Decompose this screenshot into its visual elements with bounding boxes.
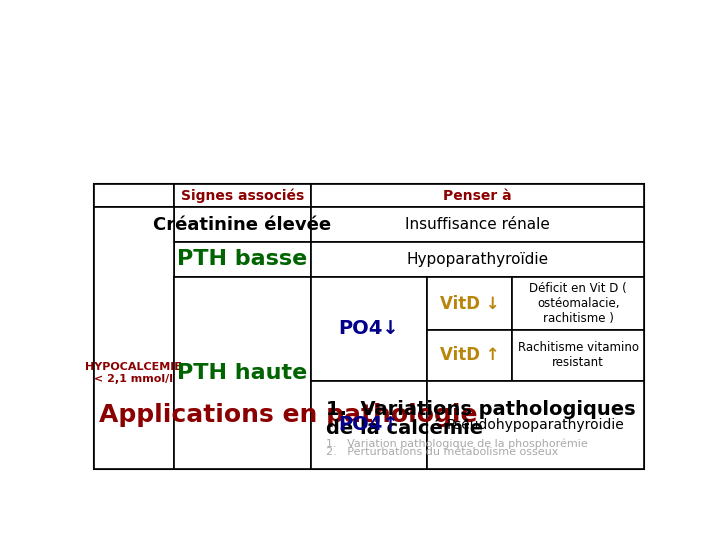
Bar [94, 207, 174, 242]
Bar [94, 207, 174, 469]
Bar [311, 276, 427, 381]
Bar [311, 381, 427, 469]
Bar [427, 330, 513, 381]
Text: Penser à: Penser à [444, 188, 512, 202]
Text: PTH basse: PTH basse [177, 249, 307, 269]
Text: 2.   Perturbations du métabolisme osseux: 2. Perturbations du métabolisme osseux [326, 448, 559, 457]
Bar [513, 276, 644, 330]
Text: PO4↓: PO4↓ [338, 319, 400, 338]
Text: Pseudohypoparathyroidie: Pseudohypoparathyroidie [446, 418, 624, 432]
Bar [311, 184, 644, 207]
Bar [311, 242, 644, 276]
Text: Applications en pathologie: Applications en pathologie [99, 403, 478, 427]
Text: Insuffisance rénale: Insuffisance rénale [405, 217, 550, 232]
Text: Hypoparathyroïdie: Hypoparathyroïdie [406, 252, 549, 267]
Text: de la calcémie: de la calcémie [326, 419, 484, 438]
Text: PTH haute: PTH haute [177, 363, 307, 383]
Bar [94, 184, 174, 207]
Text: VitD ↓: VitD ↓ [440, 294, 500, 313]
Text: HYPOCALCEMIE
< 2,1 mmol/l: HYPOCALCEMIE < 2,1 mmol/l [86, 362, 182, 383]
Bar [311, 207, 644, 242]
Text: Créatinine élevée: Créatinine élevée [153, 215, 331, 234]
Text: Déficit en Vit D (
ostéomalacie,
rachitisme ): Déficit en Vit D ( ostéomalacie, rachiti… [529, 282, 627, 325]
Text: 1.   Variation pathologique de la phosphorémie: 1. Variation pathologique de la phosphor… [326, 438, 588, 449]
Text: 1.  Variations pathologiques: 1. Variations pathologiques [326, 400, 636, 419]
Text: Signes associés: Signes associés [181, 188, 304, 203]
Text: VitD ↑: VitD ↑ [440, 347, 500, 364]
Bar [174, 184, 311, 207]
Text: Rachitisme vitamino
resistant: Rachitisme vitamino resistant [518, 341, 639, 369]
Text: PO4↑: PO4↑ [338, 415, 400, 434]
Bar [427, 276, 513, 330]
Bar [94, 184, 644, 469]
Bar [513, 330, 644, 381]
Bar [174, 242, 311, 276]
Bar [174, 276, 311, 469]
Bar [427, 381, 644, 469]
Bar [174, 207, 311, 242]
Bar [94, 242, 174, 276]
